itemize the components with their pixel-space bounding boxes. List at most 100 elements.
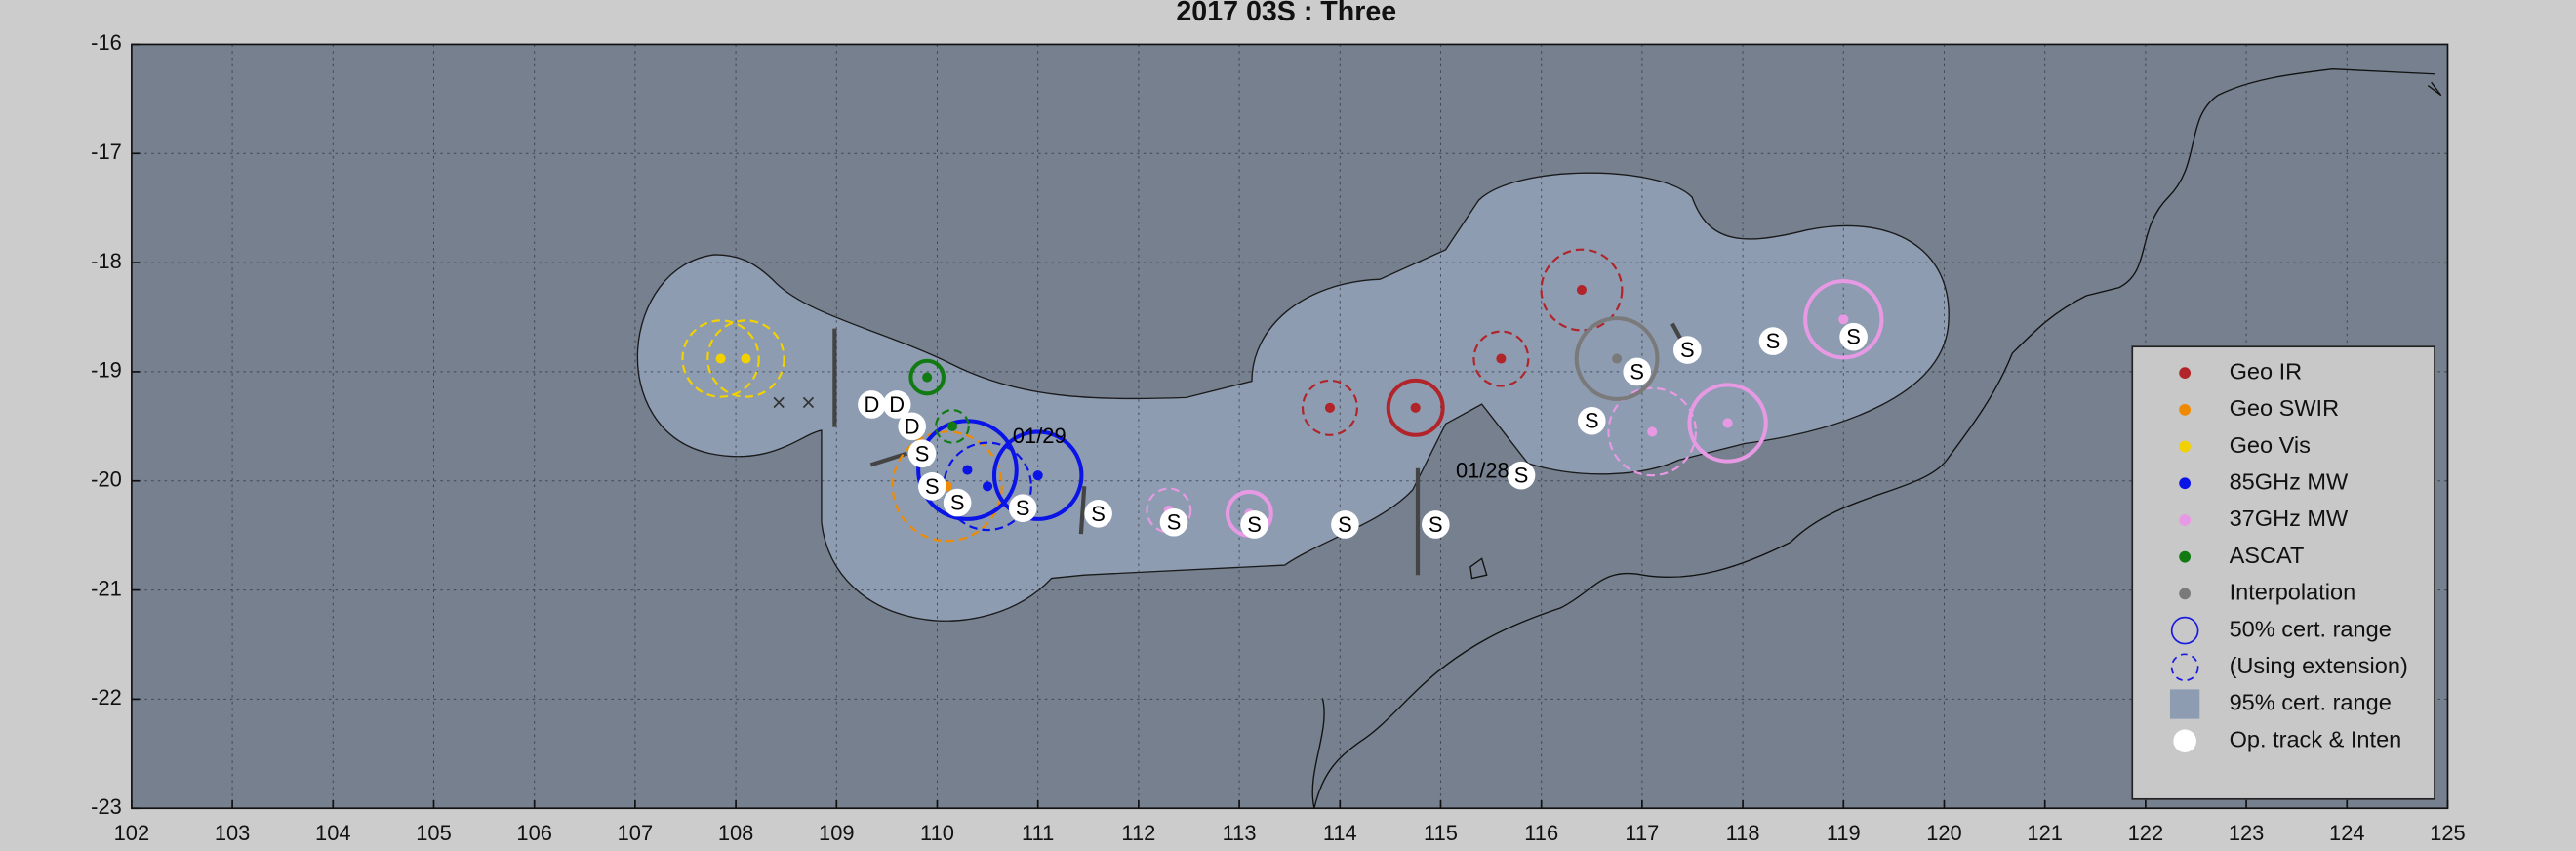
x-tick-label: 115	[1424, 821, 1458, 845]
op-track-marker	[898, 412, 926, 441]
cert-50-circle	[1687, 383, 1768, 464]
legend-label: Geo SWIR	[2230, 395, 2340, 421]
fix-point	[1496, 353, 1507, 364]
x-tick-label: 111	[1022, 821, 1054, 845]
legend-symbol	[2170, 653, 2199, 682]
y-tick-label: -20	[91, 467, 122, 492]
cert-50-circle	[1472, 330, 1530, 387]
y-tick-label: -17	[91, 140, 122, 164]
fix-point	[946, 421, 958, 431]
x-tick-label: 116	[1524, 821, 1558, 845]
op-track-label: S	[1846, 325, 1861, 349]
op-track-marker	[1673, 336, 1702, 364]
y-tick-label: -19	[91, 358, 122, 383]
op-track-label: S	[1514, 464, 1529, 488]
op-track-marker	[1331, 510, 1359, 539]
legend-label: (Using extension)	[2230, 653, 2408, 678]
op-track-label: S	[1091, 502, 1106, 526]
op-track-marker	[1758, 327, 1788, 355]
bar-mark	[869, 451, 908, 467]
x-tick-label: 124	[2329, 821, 2365, 845]
op-track-marker	[1240, 510, 1268, 539]
legend-symbol	[2173, 729, 2196, 752]
cert-50-circle	[891, 430, 1003, 543]
legend-label: Op. track & Inten	[2230, 726, 2402, 751]
op-track-label: S	[1680, 338, 1695, 362]
fix-point	[741, 353, 751, 364]
coastline	[1311, 68, 2442, 809]
x-tick-label: 105	[416, 821, 451, 845]
plot-layer: 102 103 104 105 106 107 108 109 110 111 112 113 114 1…	[91, 30, 2466, 845]
x-tick-label: 103	[215, 821, 251, 845]
legend-label: 95% cert. range	[2230, 690, 2392, 715]
legend-symbol	[2179, 440, 2192, 453]
legend-symbol	[2179, 403, 2192, 416]
op-track-marker	[1008, 494, 1037, 523]
legend-symbol	[2179, 477, 2192, 490]
op-track-marker	[918, 472, 946, 501]
legend-label: Geo Vis	[2230, 432, 2311, 458]
cert-50-circle	[991, 429, 1084, 521]
x-tick-label: 120	[1926, 821, 1962, 845]
x-tick-label: 109	[819, 821, 855, 845]
x-tick-label: 117	[1625, 821, 1659, 845]
op-track-marker	[882, 390, 911, 419]
op-track-label: D	[905, 414, 920, 438]
fix-point	[1722, 418, 1733, 428]
op-track-marker	[1577, 406, 1606, 435]
fix-point	[1838, 314, 1849, 325]
x-tick-label: 122	[2128, 821, 2164, 845]
x-tick-label: 112	[1121, 821, 1155, 845]
cert-50-circle	[1386, 378, 1445, 437]
cross-marks	[773, 396, 815, 409]
op-track-marker	[858, 390, 886, 419]
annotation: 01/28	[1456, 459, 1509, 483]
op-track-label: S	[1429, 512, 1443, 537]
op-track-label: S	[1016, 496, 1030, 520]
cert-50-circle	[1301, 379, 1359, 436]
fix-point	[983, 481, 993, 492]
op-track-label: S	[1766, 329, 1781, 353]
cert-50-circle	[681, 319, 760, 398]
legend-label: 37GHz MW	[2230, 506, 2349, 531]
legend-label: 50% cert. range	[2230, 616, 2392, 641]
op-track-marker	[943, 488, 972, 517]
x-tick-label: 121	[2027, 821, 2063, 845]
x-tick-label: 118	[1726, 821, 1760, 845]
x-tick-label: 106	[516, 821, 552, 845]
y-tick-label: -22	[91, 685, 122, 709]
x-tick-label: 102	[114, 821, 150, 845]
cert-50-circle	[1574, 316, 1660, 401]
cert-50-circle	[1607, 386, 1698, 477]
x-tick-label: 114	[1323, 821, 1357, 845]
y-tick-label: -16	[91, 30, 122, 55]
op-track-marker	[1422, 510, 1450, 539]
op-track-label: S	[1338, 512, 1352, 537]
fix-point	[922, 372, 933, 383]
x-tick-label: 108	[718, 821, 754, 845]
op-track-label: S	[1247, 512, 1262, 537]
fix-point	[1612, 353, 1623, 364]
op-track-label: S	[1630, 359, 1644, 384]
fix-point	[1032, 470, 1043, 481]
bar-mark	[1078, 486, 1087, 535]
op-track-marker	[1159, 507, 1188, 537]
op-track-label: D	[889, 392, 905, 417]
op-track-label: S	[1585, 409, 1599, 433]
op-track-label: S	[950, 491, 965, 515]
op-track-marker	[907, 439, 937, 468]
op-track-label: S	[1167, 510, 1182, 535]
annotation: 01/29	[1013, 424, 1067, 448]
x-tick-label: 110	[920, 821, 954, 845]
y-tick-label: -21	[91, 576, 122, 600]
fix-point	[715, 353, 726, 364]
fix-point	[1576, 285, 1588, 296]
x-tick-label: 119	[1827, 821, 1861, 845]
legend-label: Interpolation	[2230, 580, 2356, 605]
cert-50-circle	[1803, 279, 1884, 360]
legend-label: ASCAT	[2230, 543, 2305, 568]
cert-50-circle	[908, 358, 946, 396]
legend-symbol	[2179, 514, 2192, 526]
op-track-marker	[1623, 357, 1652, 386]
